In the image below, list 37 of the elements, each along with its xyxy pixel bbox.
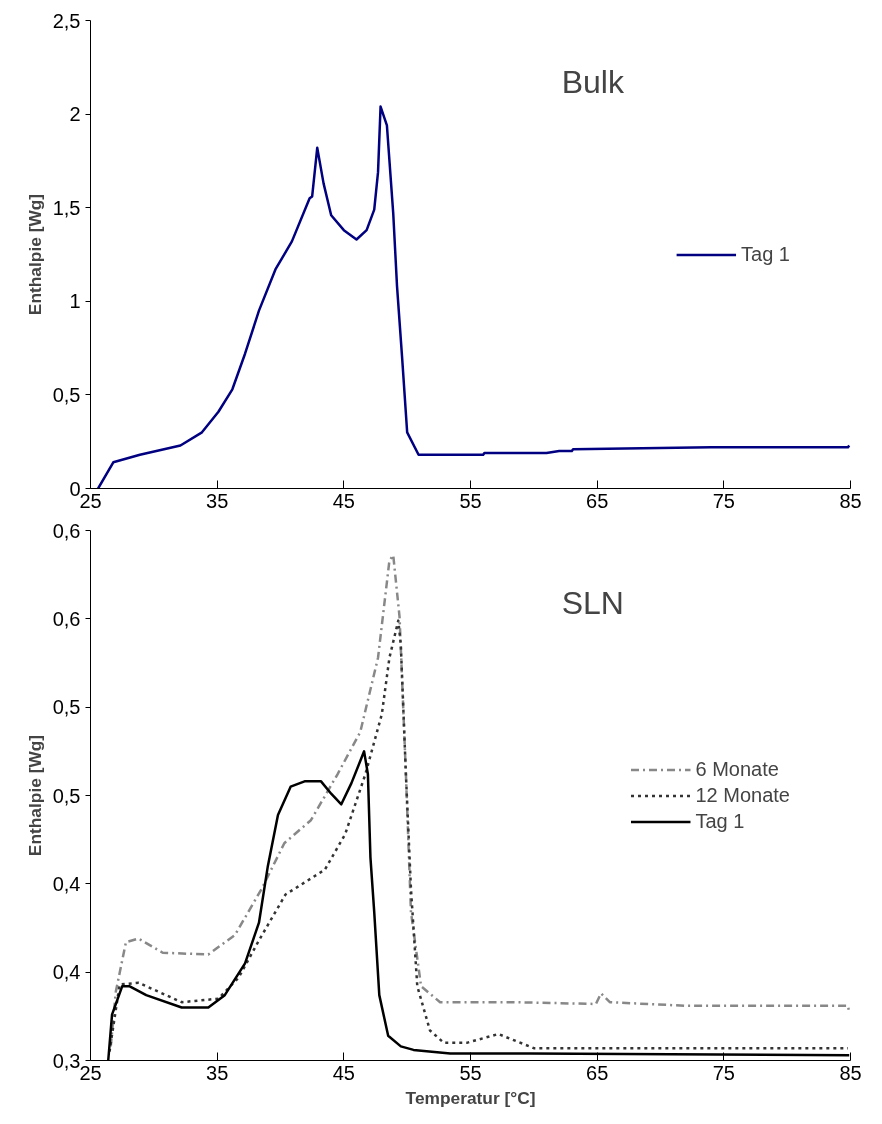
x-tick-label: 45 xyxy=(332,1061,355,1084)
y-tick-label: 0,5 xyxy=(52,696,81,719)
y-tick-label: 0,6 xyxy=(52,607,81,630)
x-tick-label: 35 xyxy=(206,1061,229,1084)
x-tick-label: 55 xyxy=(459,1061,482,1084)
x-tick-label: 25 xyxy=(79,489,102,512)
y-tick-label: 0 xyxy=(69,477,81,500)
y-tick-label: 1 xyxy=(69,290,81,313)
y-tick-label: 0,3 xyxy=(52,1049,81,1072)
y-tick-label: 2 xyxy=(69,103,81,126)
y-tick-label: 0,4 xyxy=(52,961,81,984)
line-series xyxy=(96,105,851,489)
x-axis-title: Temperatur [°C] xyxy=(405,1087,536,1108)
y-tick-label: 2,5 xyxy=(52,9,81,32)
x-tick-label: 65 xyxy=(586,489,609,512)
y-tick-label: 0,6 xyxy=(52,519,81,542)
x-tick-label: 45 xyxy=(332,489,355,512)
text: SLN xyxy=(561,584,624,621)
text: Bulk xyxy=(561,64,625,101)
y-tick-label: 0,4 xyxy=(52,872,81,895)
x-tick-label: 85 xyxy=(839,1061,862,1084)
legend-label: 6 Monate xyxy=(695,757,779,781)
x-tick-label: 25 xyxy=(79,1061,102,1084)
legend-label: Tag 1 xyxy=(741,242,790,266)
x-tick-label: 55 xyxy=(459,489,482,512)
x-tick-label: 85 xyxy=(839,489,862,512)
y-tick-label: 0,5 xyxy=(52,784,81,807)
legend-label: Tag 1 xyxy=(695,809,745,833)
legend-label: 12 Monate xyxy=(695,783,790,807)
x-tick-label: 35 xyxy=(206,489,229,512)
x-tick-label: 75 xyxy=(712,1061,735,1084)
y-tick-label: 1,5 xyxy=(52,196,81,219)
y-axis-title: Enthalpie [Wg] xyxy=(24,193,45,316)
y-tick-label: 0,5 xyxy=(52,383,81,406)
x-tick-label: 75 xyxy=(712,489,735,512)
x-tick-label: 65 xyxy=(586,1061,609,1084)
y-axis-title: Enthalpie [Wg] xyxy=(24,734,45,857)
